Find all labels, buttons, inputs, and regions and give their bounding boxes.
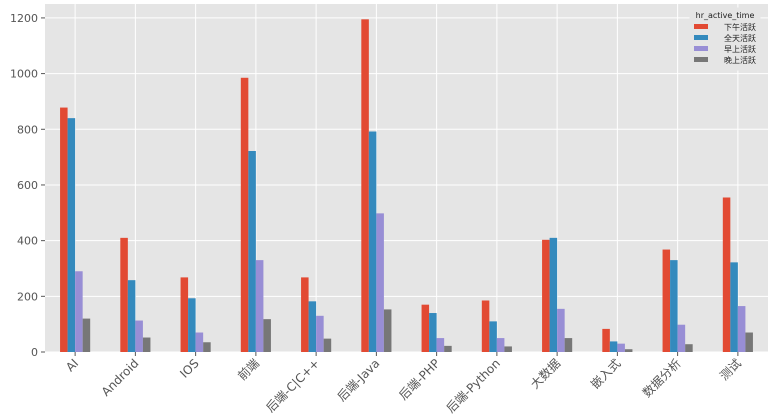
bar bbox=[203, 342, 211, 352]
bar bbox=[624, 349, 633, 352]
bar bbox=[361, 19, 369, 352]
bar-group bbox=[602, 328, 633, 352]
bar bbox=[602, 328, 610, 352]
x-tick-label: 后端-PHP bbox=[396, 356, 443, 403]
bar bbox=[135, 320, 143, 352]
bar bbox=[685, 344, 693, 352]
plot-area bbox=[45, 4, 768, 352]
bar bbox=[429, 313, 437, 352]
x-tick-label: Android bbox=[99, 356, 142, 399]
legend-label: 早上活跃 bbox=[724, 44, 756, 54]
x-tick-label: 后端-Java bbox=[335, 356, 383, 404]
x-tick-label: 测试 bbox=[716, 356, 744, 384]
legend-item: 全天活跃 bbox=[694, 33, 756, 43]
bar-group bbox=[722, 197, 753, 352]
y-tick-label: 0 bbox=[31, 346, 38, 359]
legend-swatch bbox=[694, 46, 708, 51]
y-tick-label: 1000 bbox=[10, 68, 38, 81]
bar bbox=[255, 260, 264, 352]
bar bbox=[188, 298, 196, 352]
legend-label: 全天活跃 bbox=[724, 33, 756, 43]
x-tick-label: IOS bbox=[177, 356, 201, 380]
bar bbox=[127, 280, 136, 352]
bar bbox=[617, 343, 625, 352]
bar bbox=[730, 262, 738, 352]
y-tick-label: 200 bbox=[17, 290, 38, 303]
bar bbox=[557, 308, 565, 352]
bar bbox=[670, 260, 678, 352]
bar bbox=[609, 341, 618, 352]
bar-group bbox=[180, 277, 211, 352]
bar bbox=[677, 324, 686, 352]
legend-swatch bbox=[694, 35, 708, 40]
bar bbox=[549, 237, 558, 352]
y-tick-label: 600 bbox=[17, 179, 38, 192]
bar-group bbox=[662, 249, 693, 352]
bar bbox=[263, 319, 271, 352]
bar bbox=[745, 332, 753, 352]
legend-item: 早上活跃 bbox=[694, 44, 756, 54]
bar bbox=[504, 346, 512, 352]
y-tick-label: 1200 bbox=[10, 12, 38, 25]
bar bbox=[301, 277, 309, 352]
x-tick-label: AI bbox=[63, 356, 81, 374]
bar bbox=[75, 271, 83, 352]
legend-label: 下午活跃 bbox=[724, 22, 756, 32]
bar bbox=[323, 338, 332, 352]
x-tick-label: 后端-C|C++ bbox=[263, 356, 322, 414]
bar bbox=[496, 338, 505, 352]
bar-group bbox=[481, 300, 512, 352]
y-tick-label: 800 bbox=[17, 123, 38, 136]
bar-group bbox=[120, 237, 151, 352]
bar-group bbox=[301, 277, 332, 352]
x-tick-label: 大数据 bbox=[527, 356, 563, 392]
x-tick-label: 前端 bbox=[234, 356, 262, 384]
bar bbox=[308, 301, 317, 352]
x-axis: AI Android IOS 前端 后端-C|C++ 后端-Java 后端-PHP 后端-Py… bbox=[63, 352, 744, 416]
bar bbox=[737, 306, 746, 352]
bar bbox=[444, 345, 452, 352]
bars bbox=[60, 19, 753, 353]
legend-swatch bbox=[694, 57, 708, 62]
bar bbox=[421, 304, 430, 352]
bar bbox=[481, 300, 490, 352]
bar bbox=[722, 197, 731, 352]
x-tick-label: 嵌入式 bbox=[588, 356, 623, 391]
legend-item: 晚上活跃 bbox=[694, 55, 756, 65]
legend-label: 晚上活跃 bbox=[724, 55, 756, 65]
bar bbox=[542, 239, 550, 352]
x-tick-label: 数据分析 bbox=[639, 356, 684, 401]
legend-title: hr_active_time bbox=[696, 11, 755, 20]
bar bbox=[60, 107, 68, 353]
bar bbox=[316, 315, 324, 352]
legend-item: 下午活跃 bbox=[694, 22, 756, 32]
bar bbox=[436, 338, 445, 352]
legend-swatch bbox=[694, 24, 708, 29]
bar bbox=[368, 131, 377, 352]
bar bbox=[180, 277, 189, 352]
bar bbox=[240, 77, 249, 352]
bar-group bbox=[421, 304, 452, 352]
bar bbox=[82, 318, 91, 352]
bar bbox=[120, 237, 128, 352]
y-tick-label: 400 bbox=[17, 235, 38, 248]
bar bbox=[564, 338, 573, 352]
x-tick-label: 后端-Python bbox=[444, 356, 503, 414]
bar bbox=[489, 321, 497, 352]
bar-group bbox=[361, 19, 392, 352]
bar-group bbox=[542, 237, 573, 352]
bar bbox=[195, 332, 204, 352]
bar bbox=[383, 309, 392, 352]
bar bbox=[662, 249, 671, 352]
bar bbox=[67, 118, 76, 352]
bar-group bbox=[60, 107, 91, 353]
bar bbox=[248, 150, 256, 352]
y-axis: 0 200 400 600 800 1000 1200 bbox=[10, 12, 45, 359]
bar-group bbox=[240, 77, 271, 352]
bar bbox=[376, 213, 384, 352]
bar bbox=[142, 337, 151, 352]
